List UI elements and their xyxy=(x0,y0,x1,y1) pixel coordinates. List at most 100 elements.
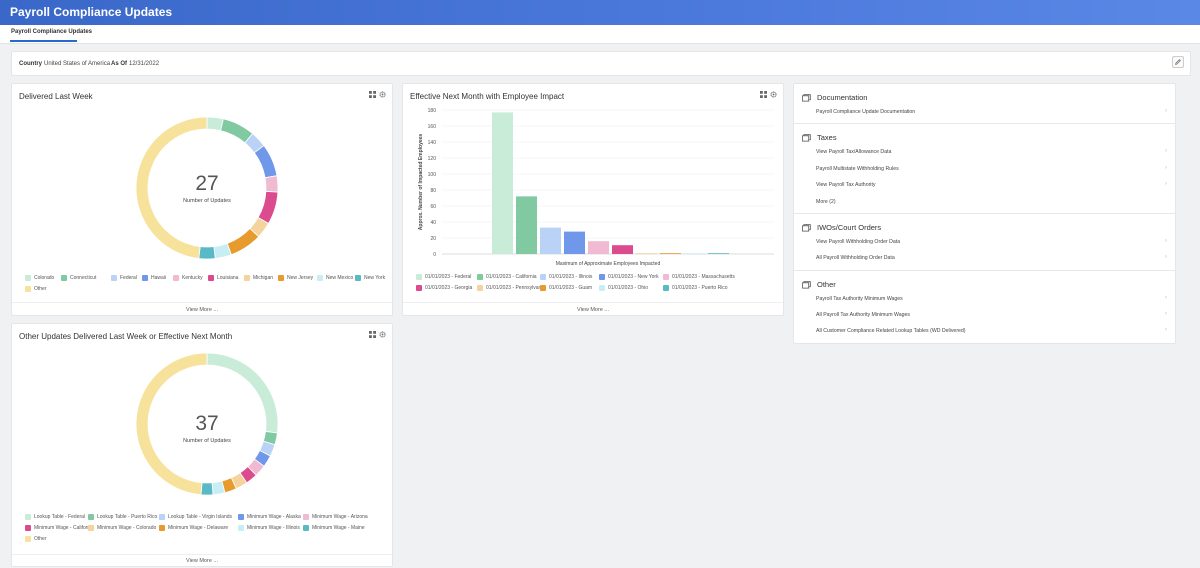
legend-item-kentucky[interactable]: Kentucky xyxy=(173,275,203,281)
bar-01-01-2023-massachusetts[interactable] xyxy=(588,241,609,254)
link-payroll-compliance-update-documentation[interactable]: Payroll Compliance Update Documentation xyxy=(816,109,916,115)
related-links-panel: Documentation Payroll Compliance Update … xyxy=(793,83,1176,344)
legend-swatch xyxy=(540,285,546,291)
donut-slice-louisiana[interactable] xyxy=(257,191,279,225)
legend-item-minimum-wage-maine[interactable]: Minimum Wage - Maine xyxy=(303,525,365,531)
legend-swatch xyxy=(159,525,165,531)
legend-item-01-01-2023-guam[interactable]: 01/01/2023 - Guam xyxy=(540,285,592,291)
bar-01-01-2023-pennsylvania[interactable] xyxy=(636,253,657,254)
legend-item-01-01-2023-pennsylvania[interactable]: 01/01/2023 - Pennsylvania xyxy=(477,285,545,291)
legend-label: 01/01/2023 - Ohio xyxy=(608,285,649,291)
gear-icon[interactable] xyxy=(770,91,777,98)
bar-01-01-2023-illinois[interactable] xyxy=(540,227,561,254)
donut-slice-kentucky[interactable] xyxy=(264,175,279,193)
donut-slice-hawaii[interactable] xyxy=(253,145,278,179)
legend-item-01-01-2023-massachusetts[interactable]: 01/01/2023 - Massachusetts xyxy=(663,274,735,280)
gear-icon[interactable] xyxy=(379,91,386,98)
donut-slice-other[interactable] xyxy=(135,116,208,259)
legend-item-lookup-table-puerto-rico[interactable]: Lookup Table - Puerto Rico xyxy=(88,514,157,520)
y-tick-label: 0 xyxy=(433,252,436,258)
link-view-payroll-tax-allowance-data[interactable]: View Payroll Tax/Allowance Data xyxy=(816,149,892,155)
iwos-court-orders-section: IWOs/Court Orders View Payroll Withholdi… xyxy=(794,214,1175,271)
bar-01-01-2023-california[interactable] xyxy=(516,196,537,254)
legend-item-01-01-2023-illinois[interactable]: 01/01/2023 - Illinois xyxy=(540,274,592,280)
bar-01-01-2023-ohio[interactable] xyxy=(684,253,705,254)
bar-01-01-2023-puerto-rico[interactable] xyxy=(708,253,729,254)
link-view-payroll-withholding-order-data[interactable]: View Payroll Withholding Order Data xyxy=(816,239,901,245)
donut-chart xyxy=(135,352,279,496)
legend-item-minimum-wage-california[interactable]: Minimum Wage - California xyxy=(25,525,94,531)
donut-center: 27 Number of Updates xyxy=(157,172,257,204)
legend-item-01-01-2023-new-york[interactable]: 01/01/2023 - New York xyxy=(599,274,659,280)
link-all-customer-compliance-lookup-tables[interactable]: All Customer Compliance Related Lookup T… xyxy=(816,328,966,334)
section-heading: Documentation xyxy=(802,93,867,102)
donut-slice-other[interactable] xyxy=(135,352,208,496)
link-payroll-multistate-withholding-rules[interactable]: Payroll Multistate Withholding Rules xyxy=(816,166,899,172)
legend-label: New Jersey xyxy=(287,275,314,281)
link-payroll-tax-authority-minimum-wages[interactable]: Payroll Tax Authority Minimum Wages xyxy=(816,296,903,302)
legend-item-minimum-wage-colorado[interactable]: Minimum Wage - Colorado xyxy=(88,525,156,531)
legend-label: 01/01/2023 - California xyxy=(486,274,537,280)
chevron-right-icon: › xyxy=(1165,327,1167,333)
legend-item-lookup-table-virgin-islands[interactable]: Lookup Table - Virgin Islands xyxy=(159,514,232,520)
pencil-icon xyxy=(1175,59,1181,65)
legend-label: Minimum Wage - Colorado xyxy=(97,525,157,531)
grid-view-icon[interactable] xyxy=(369,331,376,338)
legend-item-minimum-wage-alaska[interactable]: Minimum Wage - Alaska xyxy=(238,514,301,520)
view-more-link[interactable]: View More ... xyxy=(12,302,392,317)
gear-icon[interactable] xyxy=(379,331,386,338)
legend-item-other[interactable]: Other xyxy=(25,286,47,292)
legend-item-01-01-2023-ohio[interactable]: 01/01/2023 - Ohio xyxy=(599,285,648,291)
chevron-right-icon: › xyxy=(1165,148,1167,154)
chevron-right-icon: › xyxy=(1165,181,1167,187)
bar-01-01-2023-guam[interactable] xyxy=(660,253,681,254)
legend-item-minimum-wage-illinois[interactable]: Minimum Wage - Illinois xyxy=(238,525,300,531)
view-more-link[interactable]: View More ... xyxy=(12,554,392,567)
tab-payroll-compliance-updates[interactable]: Payroll Compliance Updates xyxy=(11,29,93,35)
grid-view-icon[interactable] xyxy=(760,91,767,98)
link-all-payroll-tax-authority-minimum-wages[interactable]: All Payroll Tax Authority Minimum Wages xyxy=(816,312,910,318)
donut-slice-minimum-wage-maine[interactable] xyxy=(200,482,214,496)
bar-01-01-2023-new-york[interactable] xyxy=(564,231,585,254)
bar-01-01-2023-georgia[interactable] xyxy=(612,245,633,254)
legend-item-lookup-table-federal[interactable]: Lookup Table - Federal xyxy=(25,514,85,520)
legend-item-01-01-2023-puerto-rico[interactable]: 01/01/2023 - Puerto Rico xyxy=(663,285,728,291)
legend-item-new-york[interactable]: New York xyxy=(355,275,385,281)
legend-item-new-jersey[interactable]: New Jersey xyxy=(278,275,313,281)
legend-item-other[interactable]: Other xyxy=(25,536,47,542)
other-section: Other Payroll Tax Authority Minimum Wage… xyxy=(794,271,1175,345)
country-value: United States of America xyxy=(44,61,111,67)
as-of-value: 12/31/2022 xyxy=(129,61,160,67)
link-all-payroll-withholding-order-data[interactable]: All Payroll Withholding Order Data xyxy=(816,255,895,261)
legend-item-federal[interactable]: Federal xyxy=(111,275,137,281)
legend-item-hawaii[interactable]: Hawaii xyxy=(142,275,166,281)
legend-swatch xyxy=(25,514,31,520)
legend-item-minimum-wage-arizona[interactable]: Minimum Wage - Arizona xyxy=(303,514,368,520)
legend-swatch xyxy=(111,275,117,281)
legend-item-colorado[interactable]: Colorado xyxy=(25,275,54,281)
legend-item-new-mexico[interactable]: New Mexico xyxy=(317,275,353,281)
chart-legend: Lookup Table - Federal Lookup Table - Pue… xyxy=(25,514,385,548)
chevron-right-icon: › xyxy=(1165,254,1167,260)
legend-item-01-01-2023-federal[interactable]: 01/01/2023 - Federal xyxy=(416,274,471,280)
legend-item-01-01-2023-california[interactable]: 01/01/2023 - California xyxy=(477,274,537,280)
donut-slice-new-jersey[interactable] xyxy=(226,227,260,256)
legend-item-01-01-2023-georgia[interactable]: 01/01/2023 - Georgia xyxy=(416,285,472,291)
legend-item-connecticut[interactable]: Connecticut xyxy=(61,275,96,281)
legend-label: 01/01/2023 - Puerto Rico xyxy=(672,285,728,291)
edit-filters-button[interactable] xyxy=(1172,56,1184,68)
link-view-payroll-tax-authority[interactable]: View Payroll Tax Authority xyxy=(816,182,876,188)
legend-item-louisiana[interactable]: Louisiana xyxy=(208,275,238,281)
legend-item-minimum-wage-delaware[interactable]: Minimum Wage - Delaware xyxy=(159,525,228,531)
section-heading: Taxes xyxy=(802,133,837,142)
y-axis-label: Approx. Number of Impacted Employees xyxy=(418,134,424,231)
legend-item-michigan[interactable]: Michigan xyxy=(244,275,273,281)
grid-view-icon[interactable] xyxy=(369,91,376,98)
chevron-right-icon: › xyxy=(1165,311,1167,317)
donut-slice-new-york[interactable] xyxy=(198,246,216,260)
bar-01-01-2023-federal[interactable] xyxy=(492,112,513,255)
taxes-heading: Taxes xyxy=(817,133,837,142)
folder-icon xyxy=(802,133,811,142)
view-more-link[interactable]: View More ... xyxy=(403,302,783,317)
link-more[interactable]: More (2) xyxy=(816,199,836,205)
